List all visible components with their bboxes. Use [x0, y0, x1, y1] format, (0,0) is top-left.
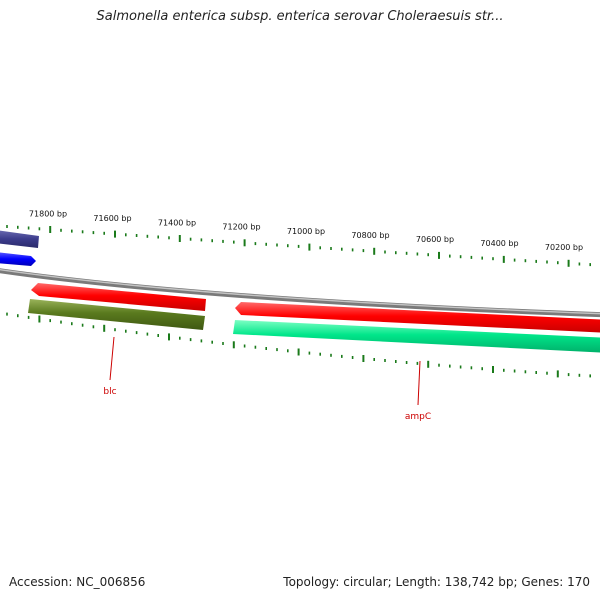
gene-forward-left	[31, 283, 206, 311]
genome-backbone-highlight	[0, 269, 600, 315]
scale-label: 71800 bp	[29, 209, 67, 218]
gene-ampC	[233, 320, 600, 353]
scale-label: 70600 bp	[416, 235, 454, 244]
outer-tick-marks	[6, 225, 592, 267]
gene-forward-right	[235, 302, 600, 333]
accession-text: Accession: NC_006856	[9, 575, 146, 589]
blc-label-leader	[109, 336, 115, 381]
scale-label: 71600 bp	[93, 214, 131, 223]
gene-blue-partial	[0, 252, 36, 266]
inner-tick-marks	[6, 312, 592, 378]
genome-backbone	[0, 268, 600, 318]
gene-label-blc: blc	[103, 387, 116, 397]
gene-navy-partial	[0, 230, 39, 248]
scale-label: 71400 bp	[158, 218, 196, 227]
ampC-label-leader	[417, 360, 421, 406]
genome-title: Salmonella enterica subsp. enterica sero…	[96, 9, 504, 24]
gene-blc	[28, 299, 205, 330]
scale-label: 71200 bp	[222, 223, 260, 232]
gene-label-ampC: ampC	[405, 412, 431, 422]
scale-label: 70200 bp	[545, 243, 583, 252]
genome-summary-text: Topology: circular; Length: 138,742 bp; …	[283, 575, 590, 589]
scale-label: 70800 bp	[351, 231, 389, 240]
scale-labels: 71800 bp 71600 bp 71400 bp 71200 bp 71000 bp…	[29, 209, 583, 252]
scale-label: 70400 bp	[480, 239, 518, 248]
scale-label: 71000 bp	[287, 227, 325, 236]
